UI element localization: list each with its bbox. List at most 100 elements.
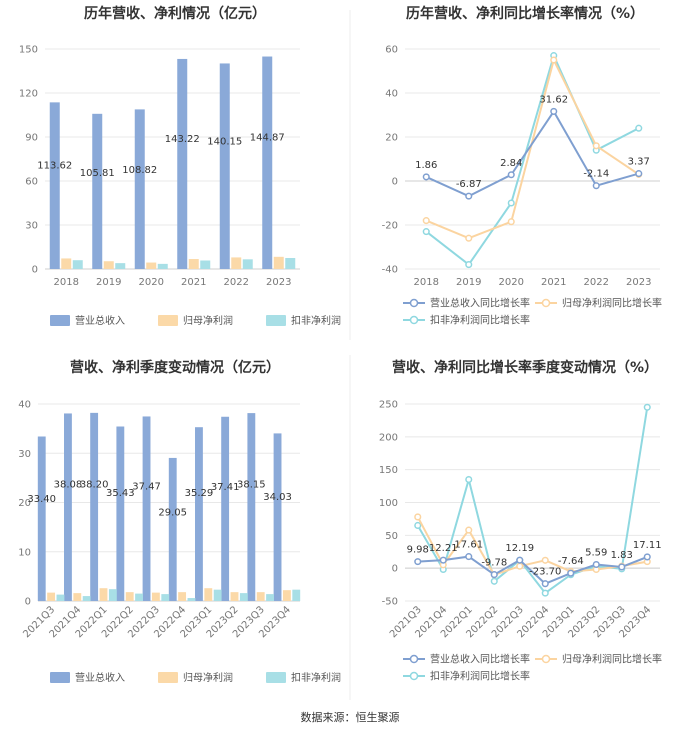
bar-deducted-profit xyxy=(157,263,168,269)
bar-revenue xyxy=(262,56,273,269)
chart-title: 历年营收、净利情况（亿元） xyxy=(84,5,266,22)
y-tick-label: 40 xyxy=(385,89,398,100)
bar-revenue xyxy=(116,426,125,601)
line-value-label: -23.70 xyxy=(529,567,561,578)
y-tick-label: 0 xyxy=(392,564,398,575)
x-tick-label: 2019 xyxy=(456,277,481,288)
bar-revenue xyxy=(134,109,145,269)
bar-revenue xyxy=(142,416,151,601)
legend-label: 营业总收入同比增长率 xyxy=(430,297,530,310)
bar-net-profit xyxy=(125,592,134,601)
bar-net-profit xyxy=(103,261,114,269)
y-tick-label: 10 xyxy=(18,547,31,558)
legend-label: 归母净利润同比增长率 xyxy=(562,297,662,310)
y-tick-label: 0 xyxy=(25,597,31,608)
line-point xyxy=(465,475,473,484)
bar-value-label: 113.62 xyxy=(37,161,72,172)
y-tick-label: 150 xyxy=(379,465,398,476)
line-value-label: -7.64 xyxy=(558,556,584,567)
quarterly-revenue-profit-chart: 营收、净利季度变动情况（亿元）0102030402021Q32021Q42022… xyxy=(18,359,341,684)
chart-title: 营收、净利季度变动情况（亿元） xyxy=(70,359,280,376)
legend-label: 扣非净利润 xyxy=(291,314,341,327)
line-point xyxy=(422,173,430,181)
quarterly-growth-rate-chart: 营收、净利同比增长率季度变动情况（%）-50050100150200250202… xyxy=(379,359,662,683)
y-tick-label: 30 xyxy=(25,221,38,232)
bar-value-label: 140.15 xyxy=(207,137,242,148)
y-tick-label: 90 xyxy=(25,133,38,144)
bar-net-profit xyxy=(256,592,265,601)
line-value-label: 1.86 xyxy=(415,160,437,171)
line-point xyxy=(618,563,626,571)
legend-marker xyxy=(409,654,419,664)
bar-revenue xyxy=(168,457,177,601)
bar-value-label: 29.05 xyxy=(158,507,187,518)
line-value-label: 17.61 xyxy=(454,540,483,551)
bar-value-label: 33.40 xyxy=(27,494,56,505)
x-tick-label: 2018 xyxy=(54,277,79,288)
y-tick-label: 60 xyxy=(385,45,398,56)
bar-net-profit xyxy=(204,588,213,601)
x-tick-label: 2019 xyxy=(96,277,121,288)
legend-marker xyxy=(409,298,419,308)
bar-net-profit xyxy=(47,592,56,601)
x-tick-label: 2023 xyxy=(626,277,651,288)
bar-value-label: 35.43 xyxy=(106,488,135,499)
line-value-label: 9.98 xyxy=(407,545,429,556)
y-tick-label: 120 xyxy=(19,89,38,100)
legend-label: 营业总收入 xyxy=(75,671,125,684)
legend-label: 归母净利润同比增长率 xyxy=(562,653,662,666)
bar-revenue xyxy=(195,427,203,601)
x-tick-label: 2023 xyxy=(266,277,291,288)
y-tick-label: 40 xyxy=(18,400,31,411)
bar-net-profit xyxy=(99,588,108,601)
bar-value-label: 38.15 xyxy=(237,480,266,491)
y-tick-label: 100 xyxy=(379,498,398,509)
line-point xyxy=(439,556,447,564)
x-tick-label: 2020 xyxy=(499,277,524,288)
bar-net-profit xyxy=(273,256,284,269)
line-point xyxy=(490,571,498,579)
line-point xyxy=(507,171,515,179)
legend-label: 归母净利润 xyxy=(183,671,233,684)
line-point xyxy=(643,553,651,561)
line-value-label: 1.83 xyxy=(611,550,633,561)
line-point xyxy=(635,170,643,178)
line-point xyxy=(465,234,473,242)
bar-revenue xyxy=(221,416,230,601)
legend-label: 扣非净利润同比增长率 xyxy=(430,670,530,683)
line-point xyxy=(465,261,473,269)
legend-swatch xyxy=(50,315,70,326)
x-tick-label: 2022 xyxy=(224,277,249,288)
bar-value-label: 144.87 xyxy=(250,132,285,143)
line-value-label: 12.21 xyxy=(429,543,458,554)
x-tick-label: 2020 xyxy=(139,277,164,288)
bar-deducted-profit xyxy=(213,589,222,601)
line-net-profit-growth xyxy=(425,57,640,240)
y-tick-label: 20 xyxy=(385,133,398,144)
bar-net-profit xyxy=(151,592,160,601)
y-tick-label: 150 xyxy=(19,45,38,56)
bar-net-profit xyxy=(282,590,291,601)
bar-revenue xyxy=(49,102,60,269)
y-tick-label: 250 xyxy=(379,400,398,411)
legend-label: 归母净利润 xyxy=(183,314,233,327)
line-deducted-profit-growth xyxy=(425,52,640,267)
line-point xyxy=(592,560,600,569)
bar-net-profit xyxy=(61,258,72,269)
bar-deducted-profit xyxy=(115,263,126,269)
bar-deducted-profit xyxy=(239,593,248,601)
bar-value-label: 35.29 xyxy=(185,488,214,499)
line-revenue-growth xyxy=(425,109,640,198)
legend-label: 扣非净利润同比增长率 xyxy=(430,314,530,327)
data-source: 数据来源：恒生聚源 xyxy=(301,710,400,724)
line-value-label: -6.87 xyxy=(456,179,482,190)
bar-deducted-profit xyxy=(108,589,117,601)
legend-marker xyxy=(541,654,551,664)
line-point xyxy=(422,217,430,225)
y-tick-label: -40 xyxy=(382,265,398,276)
line-value-label: 3.37 xyxy=(628,157,650,168)
annual-revenue-profit-chart: 历年营收、净利情况（亿元） 0 30 60 90 120 150 2018 2019 2020 20… xyxy=(19,5,341,327)
y-tick-label: 0 xyxy=(392,177,398,188)
